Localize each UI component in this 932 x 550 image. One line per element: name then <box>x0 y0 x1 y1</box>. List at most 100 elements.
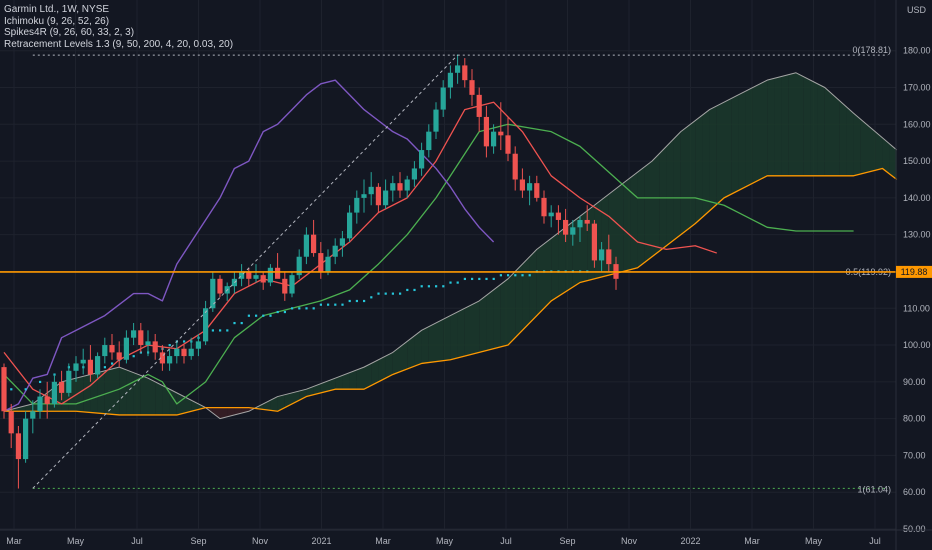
trend-dot <box>255 314 258 317</box>
y-tick-label: 130.00 <box>903 230 931 240</box>
cloud-segment <box>673 131 681 241</box>
trend-dot <box>363 299 366 303</box>
x-tick-label: Sep <box>559 536 575 546</box>
trend-dot <box>514 274 517 277</box>
cloud-segment <box>400 341 408 372</box>
trend-dot <box>319 303 322 306</box>
candle-body <box>95 356 101 375</box>
trend-dot <box>283 310 286 314</box>
cloud-segment <box>392 346 400 375</box>
trend-dot <box>168 344 171 347</box>
cloud-segment <box>356 367 364 390</box>
candle-body <box>498 131 504 136</box>
cloud-segment <box>752 83 760 184</box>
candle-body <box>404 179 410 191</box>
candle-body <box>181 348 187 357</box>
fib-level-label: 1(61.04) <box>857 484 891 494</box>
trend-dot <box>10 388 13 391</box>
cloud-segment <box>688 120 696 230</box>
trend-dot <box>139 351 142 354</box>
cloud-segment <box>644 161 652 263</box>
cloud-segment <box>90 372 98 414</box>
cloud-segment <box>162 385 170 415</box>
y-tick-label: 180.00 <box>903 46 931 56</box>
candle-body <box>167 356 173 364</box>
trend-dot <box>355 299 358 303</box>
cloud-segment <box>450 311 458 360</box>
cloud-segment <box>709 105 717 211</box>
trend-dot <box>341 303 344 306</box>
cloud-segment <box>659 146 667 252</box>
trend-dot <box>226 329 229 332</box>
cloud-segment <box>241 407 249 414</box>
trend-dot <box>471 277 474 281</box>
retracement-legend[interactable]: Retracement Levels 1.3 (9, 50, 200, 4, 2… <box>4 38 234 50</box>
candle-body <box>260 275 266 283</box>
y-tick-label: 50.00 <box>903 524 926 534</box>
cloud-segment <box>320 380 328 393</box>
candle-body <box>188 348 194 357</box>
ichimoku-legend[interactable]: Ichimoku (9, 26, 52, 26) <box>4 15 110 27</box>
cloud-segment <box>364 363 372 390</box>
trend-dot <box>370 296 373 299</box>
cloud-segment <box>853 113 861 176</box>
time-axis[interactable]: Mar May Jul Sep Nov 2021 Mar May Jul Sep Nov 2022 Ma… <box>0 529 932 546</box>
trend-dot <box>420 285 423 288</box>
candle-body <box>174 348 180 357</box>
cloud-segment <box>781 74 789 176</box>
y-tick-label: 140.00 <box>903 193 931 203</box>
cloud-segment <box>414 330 422 367</box>
spikes-line <box>3 79 495 412</box>
candle-body <box>8 411 14 434</box>
symbol-title[interactable]: Garmin Ltd., 1W, NYSE <box>4 4 110 15</box>
x-tick-label: Mar <box>744 536 760 546</box>
fib-trend-line <box>32 54 458 489</box>
spikes-legend[interactable]: Spikes4R (9, 26, 60, 33, 2, 3) <box>4 27 135 38</box>
trend-dot <box>435 285 438 288</box>
candles[interactable] <box>1 54 619 489</box>
candle-body <box>419 150 425 169</box>
cloud-segment <box>407 335 415 369</box>
candle-body <box>66 370 72 393</box>
candle-body <box>116 352 122 360</box>
candle-body <box>347 212 353 239</box>
trend-dot <box>521 274 524 277</box>
trend-dot <box>233 321 236 325</box>
candle-body <box>447 72 453 88</box>
candle-body <box>361 194 367 198</box>
cloud-segment <box>277 394 285 412</box>
cloud-segment <box>652 153 660 257</box>
candle-body <box>203 308 209 342</box>
candle-body <box>267 267 273 283</box>
candle-body <box>87 359 93 375</box>
trend-dot <box>348 299 351 303</box>
cloud-segment <box>349 369 357 390</box>
cloud-segment <box>580 210 588 283</box>
candle-body <box>570 227 576 235</box>
cloud-segment <box>623 177 631 272</box>
candle-body <box>138 330 144 346</box>
x-tick-label: 2022 <box>680 536 700 546</box>
indicator-lines <box>3 72 898 420</box>
cloud-segment <box>457 308 465 358</box>
y-tick-label: 100.00 <box>903 340 931 350</box>
trend-dot <box>24 388 27 391</box>
candle-body <box>483 116 489 147</box>
cloud-segment <box>817 83 825 176</box>
price-axis[interactable]: 50.0060.0070.0080.0090.00100.00110.00120… <box>895 0 932 550</box>
trend-dot <box>39 380 42 384</box>
candle-body <box>555 212 561 220</box>
cloud-segment <box>702 109 710 218</box>
cloud-segment <box>148 378 156 415</box>
cloud-segment <box>270 396 278 412</box>
candle-body <box>145 341 151 346</box>
cloud-segment <box>479 295 487 353</box>
candle-body <box>311 234 317 254</box>
cloud-segment <box>464 304 472 357</box>
x-tick-label: 2021 <box>311 536 331 546</box>
cloud-segment <box>824 87 832 176</box>
candle-body <box>375 186 381 206</box>
candle-body <box>296 256 302 276</box>
cloud-segment <box>601 194 609 277</box>
